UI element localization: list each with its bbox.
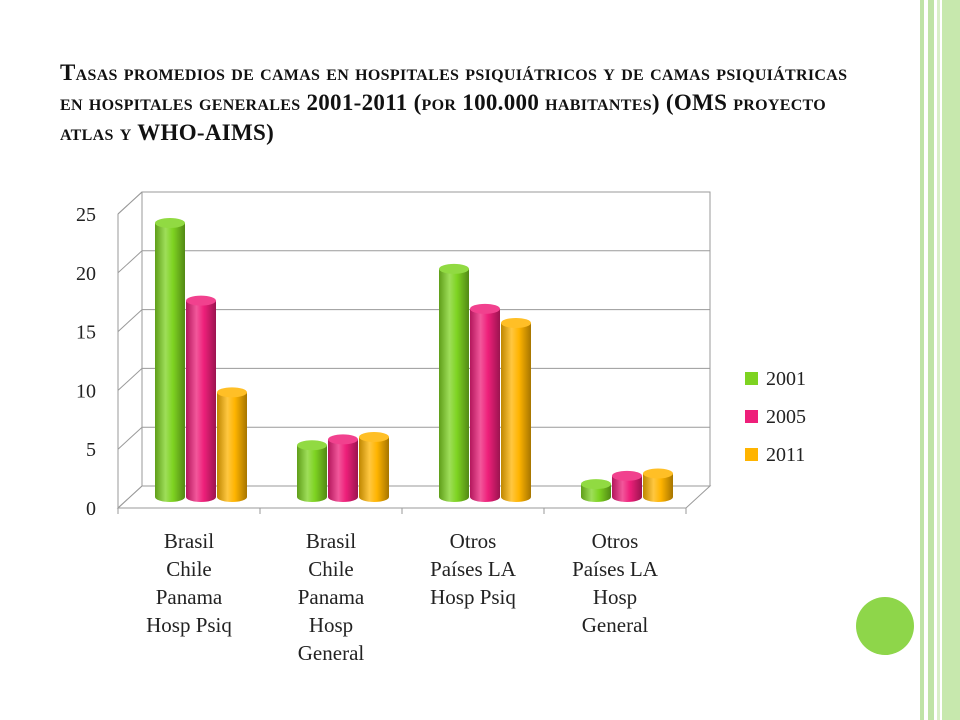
bar-top	[439, 263, 469, 274]
y-tick-label: 10	[76, 380, 96, 402]
bar-body	[217, 392, 247, 502]
legend-label-2001: 2001	[766, 368, 806, 390]
bar-2011	[217, 387, 247, 502]
x-category-label: Brasil Chile Panama Hosp Psiq	[146, 529, 232, 637]
bar-body	[297, 445, 327, 502]
decor-stripe	[942, 0, 960, 720]
legend-label-2005: 2005	[766, 406, 806, 428]
bar-2005	[612, 470, 642, 502]
bar-2005	[328, 434, 358, 502]
bar-top	[186, 295, 216, 306]
bar-top	[359, 432, 389, 443]
bar-body	[359, 437, 389, 502]
bar-body	[439, 268, 469, 502]
legend-swatch-2011	[745, 448, 758, 461]
gridline-side	[117, 250, 143, 274]
bar-2011	[501, 317, 531, 502]
y-tick-label: 20	[76, 263, 96, 285]
bar-top	[643, 468, 673, 479]
gridline-side	[117, 368, 143, 391]
bar-2001	[439, 263, 469, 502]
bar-body	[643, 473, 673, 502]
gridline-side	[117, 485, 143, 509]
bar-top	[217, 387, 247, 398]
bar-top	[581, 479, 611, 490]
legend-label-2011: 2011	[766, 444, 805, 466]
bar-2001	[155, 217, 185, 502]
bar-2001	[581, 479, 611, 502]
legend-swatch-2001	[745, 372, 758, 385]
y-tick-label: 15	[76, 322, 96, 344]
bar-2011	[643, 468, 673, 502]
gridline-side	[117, 191, 143, 215]
decor-stripe	[920, 0, 924, 720]
slide-title: Tasas promedios de camas en hospitales p…	[60, 60, 848, 145]
legend-swatch-2005	[745, 410, 758, 423]
y-tick-label: 25	[76, 204, 96, 226]
bar-2005	[470, 303, 500, 502]
bar-2005	[186, 295, 216, 502]
decor-circle	[856, 597, 914, 655]
bar-body	[612, 475, 642, 502]
bar-body	[186, 300, 216, 502]
x-category-label: Otros Países LA Hosp General	[572, 529, 659, 637]
bar-top	[328, 434, 358, 445]
bar-body	[581, 484, 611, 502]
bar-body	[328, 439, 358, 502]
bar-2001	[297, 440, 327, 502]
bar-body	[470, 308, 500, 502]
bar-top	[470, 303, 500, 314]
gridline-side	[117, 309, 143, 332]
gridline-side	[117, 426, 143, 450]
x-category-label: Otros Países LA Hosp Psiq	[430, 529, 517, 609]
bar-top	[155, 217, 185, 228]
decor-stripe	[937, 0, 940, 720]
y-tick-label: 0	[86, 498, 96, 520]
decor-stripe	[928, 0, 934, 720]
bar-top	[297, 440, 327, 451]
x-category-label: Brasil Chile Panama Hosp General	[298, 529, 365, 665]
bar-body	[155, 222, 185, 502]
y-tick-label: 5	[86, 439, 96, 461]
bar-body	[501, 322, 531, 502]
bar-top	[501, 317, 531, 328]
bar-2011	[359, 432, 389, 502]
bar-top	[612, 470, 642, 481]
